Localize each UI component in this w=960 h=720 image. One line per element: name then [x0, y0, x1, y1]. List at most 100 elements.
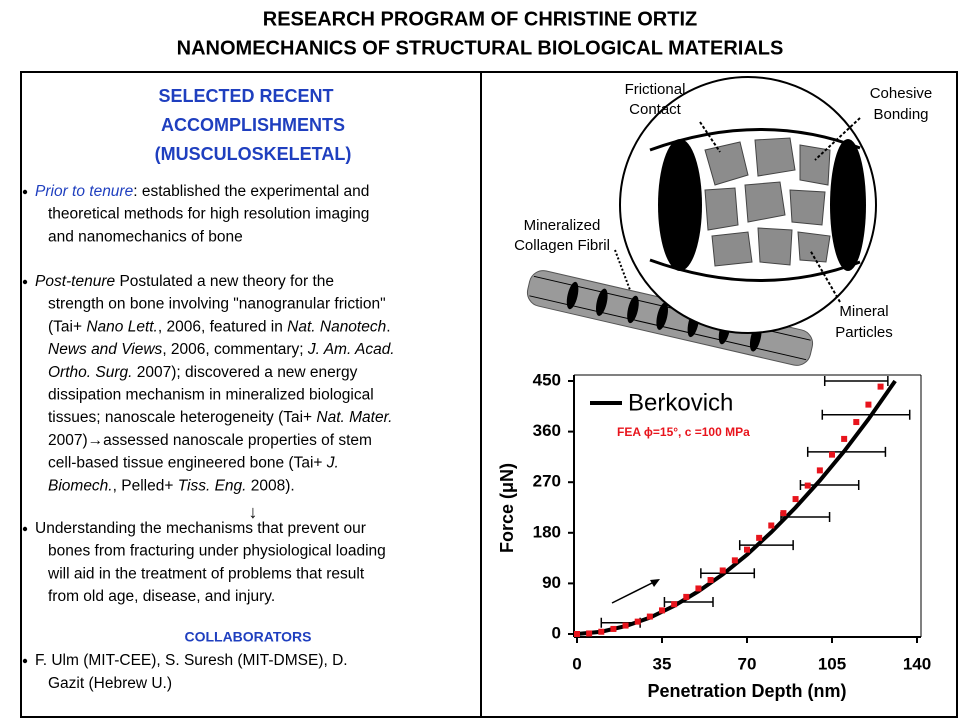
- text-run: Post-tenure: [35, 273, 116, 290]
- bullet: [22, 189, 28, 195]
- text-run: J. Am. Acad.: [307, 341, 395, 358]
- text-line: dissipation mechanism in mineralized bio…: [48, 387, 374, 404]
- diagram-label: Mineralized: [524, 217, 601, 234]
- data-point: [707, 577, 714, 584]
- text-line: Post-tenureitalic Postulated a new theor…: [35, 273, 334, 290]
- data-point: [877, 383, 884, 390]
- data-point: [671, 601, 678, 608]
- y-tick-label: 0: [552, 623, 561, 642]
- x-tick-label: 70: [738, 654, 757, 673]
- error-bar: [823, 376, 889, 386]
- data-point: [634, 618, 641, 625]
- data-point: [780, 510, 787, 517]
- text-line: 2007)→assessed nanoscale properties of s…: [48, 432, 372, 449]
- text-run: Nat. Mater.: [316, 409, 392, 426]
- text-run: : established the experimental and: [133, 183, 369, 200]
- error-bar: [806, 446, 887, 457]
- text-line: will aid in the treatment of problems th…: [47, 565, 365, 582]
- text-run: will aid in the treatment of problems th…: [47, 565, 365, 582]
- arrow: ↓: [249, 502, 258, 522]
- heading: SELECTED RECENT: [158, 86, 333, 106]
- text-run: News and Views: [48, 341, 163, 358]
- text-run: F. Ulm (MIT-CEE), S. Suresh (MIT-DMSE), …: [35, 652, 348, 669]
- y-tick-label: 360: [533, 421, 561, 440]
- x-tick-label: 35: [653, 654, 672, 673]
- data-point: [586, 630, 593, 637]
- text-run: from old age, disease, and injury.: [48, 588, 275, 605]
- data-point: [598, 628, 605, 635]
- text-run: Prior to tenure: [35, 183, 134, 200]
- legend-label: FEA ϕ=15°, c =100 MPa: [617, 425, 750, 439]
- text-run: 2007)→assessed nanoscale properties of s…: [48, 432, 372, 449]
- text-run: tissues; nanoscale heterogeneity (Tai+: [48, 409, 316, 426]
- text-run: and nanomechanics of bone: [48, 228, 243, 245]
- text-run: Biomech.: [48, 477, 113, 494]
- x-axis-title: Penetration Depth (nm): [647, 681, 846, 701]
- x-tick-label: 140: [903, 654, 931, 673]
- legend-label: Berkovich: [628, 389, 733, 416]
- data-point: [719, 567, 726, 574]
- text-line: Understanding the mechanisms that preven…: [35, 520, 366, 537]
- title-line: NANOMECHANICS OF STRUCTURAL BIOLOGICAL M…: [177, 37, 784, 59]
- collab-heading: COLLABORATORS: [184, 629, 311, 645]
- text-line: theoretical methods for high resolution …: [48, 206, 369, 223]
- data-point: [804, 482, 811, 489]
- text-run: Tiss. Eng.: [178, 477, 247, 494]
- text-run: Nat. Nanotech: [287, 318, 386, 335]
- text-run: Gazit (Hebrew U.): [48, 675, 172, 692]
- text-run: 2008).: [246, 477, 294, 494]
- x-tick-label: 105: [818, 654, 846, 673]
- diagram-label: Cohesive: [870, 85, 933, 102]
- text-line: cell-based tissue engineered bone (Tai+ …: [48, 455, 339, 472]
- data-point: [574, 631, 580, 637]
- text-run: theoretical methods for high resolution …: [48, 206, 369, 223]
- error-bar: [821, 409, 911, 420]
- data-point: [610, 625, 617, 632]
- text-run: .: [386, 318, 390, 335]
- text-line: (Tai+ Nano Lett.italic, 2006, featured i…: [48, 318, 391, 335]
- diagram: [526, 76, 877, 604]
- data-line: [576, 379, 897, 636]
- title-line: RESEARCH PROGRAM OF CHRISTINE ORTIZ: [263, 8, 697, 30]
- x-tick-label: 0: [572, 654, 581, 673]
- error-bar: [700, 568, 756, 579]
- text-run: bones from fracturing under physiologica…: [48, 543, 386, 560]
- data-point: [792, 496, 799, 503]
- text-line: Prior to tenureblue-italic: established …: [35, 183, 369, 200]
- y-tick-label: 180: [533, 522, 561, 541]
- text-run: Postulated a new theory for the: [115, 273, 334, 290]
- text-run: J.: [326, 455, 339, 472]
- data-point: [816, 467, 823, 474]
- diagram-label: Mineral: [839, 303, 888, 320]
- text-run: 2007); discovered a new energy: [132, 364, 357, 381]
- diagram-label: Frictional: [625, 81, 686, 98]
- text-line: Gazit (Hebrew U.): [48, 675, 172, 692]
- text-line: Biomech.italic, Pelled+ Tiss. Eng.italic…: [48, 477, 295, 494]
- text-line: bones from fracturing under physiologica…: [48, 543, 386, 560]
- heading: ACCOMPLISHMENTS: [161, 115, 345, 135]
- text-run: Ortho. Surg.: [48, 364, 132, 381]
- text-line: Ortho. Surg.italic 2007); discovered a n…: [48, 364, 358, 381]
- diagram-label: Contact: [629, 101, 682, 118]
- text-line: F. Ulm (MIT-CEE), S. Suresh (MIT-DMSE), …: [35, 652, 348, 669]
- text-run: (Tai+: [48, 318, 86, 335]
- y-tick-label: 450: [533, 370, 561, 389]
- text-run: strength on bone involving "nanogranular…: [48, 296, 386, 313]
- data-point: [853, 419, 860, 426]
- text-line: tissues; nanoscale heterogeneity (Tai+ N…: [48, 409, 393, 426]
- text-run: , 2006, featured in: [158, 318, 287, 335]
- data-point: [744, 546, 750, 553]
- y-tick-label: 270: [533, 472, 561, 491]
- data-point: [841, 435, 848, 442]
- frame: [20, 71, 958, 718]
- data-point: [731, 557, 738, 564]
- data-point: [695, 585, 702, 592]
- text-run: , Pelled+: [113, 477, 178, 494]
- data-point: [683, 593, 690, 600]
- text-run: cell-based tissue engineered bone (Tai+: [48, 455, 327, 472]
- data-point: [768, 522, 775, 529]
- data-point: [829, 451, 835, 458]
- data-point: [756, 534, 763, 541]
- bullet: [22, 658, 28, 664]
